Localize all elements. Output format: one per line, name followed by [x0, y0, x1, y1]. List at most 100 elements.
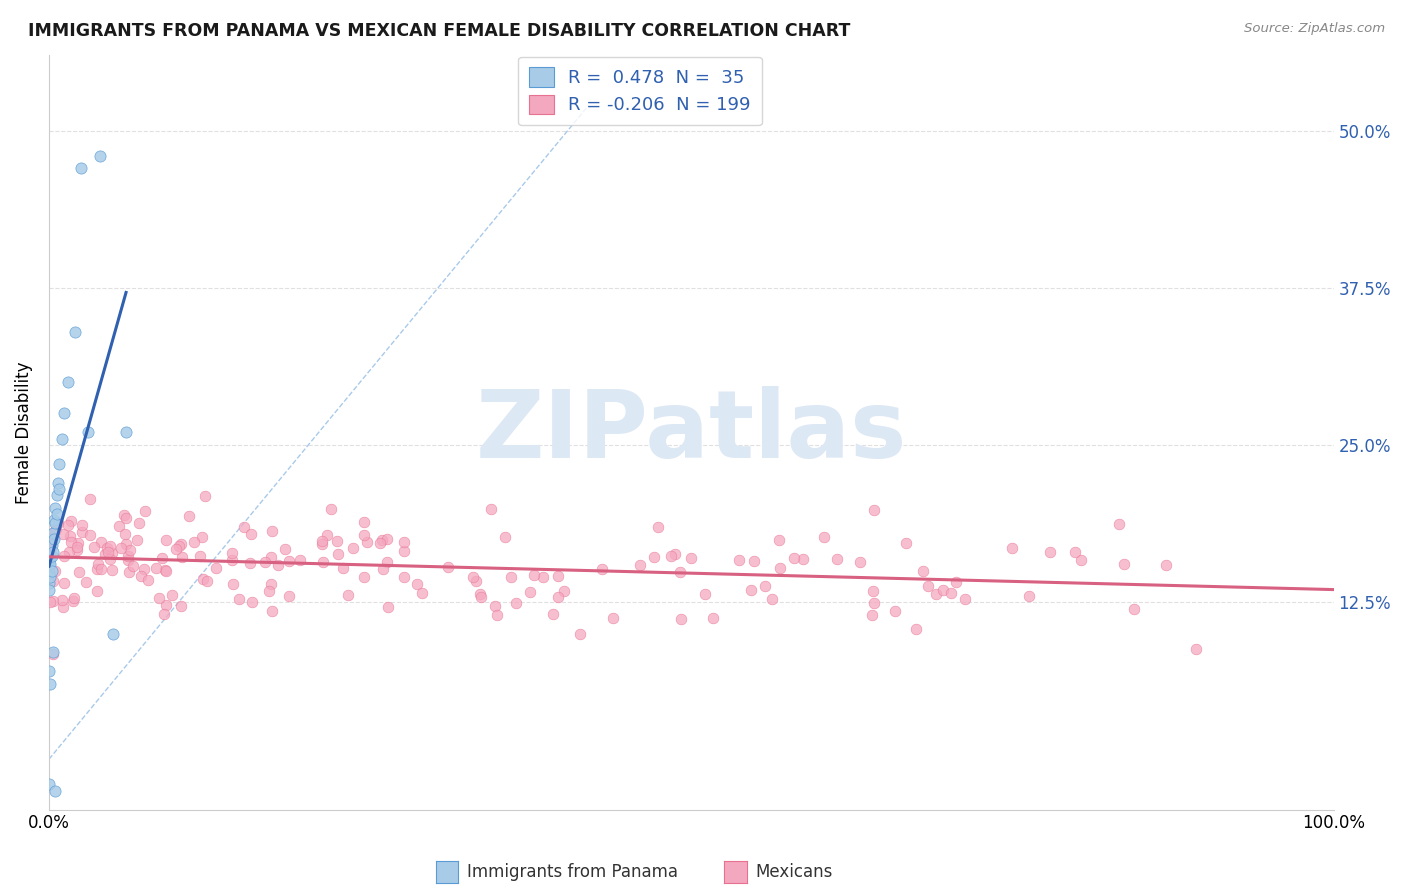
- Point: [353, 515, 375, 529]
- Point: [288, 553, 311, 567]
- Point: [165, 542, 187, 557]
- Point: [120, 543, 142, 558]
- Point: [83, 540, 105, 554]
- Point: [114, 526, 136, 541]
- Point: [90, 535, 112, 549]
- Point: [75, 575, 97, 590]
- Point: [44, 500, 66, 515]
- Point: [127, 533, 149, 547]
- Point: [262, 604, 284, 618]
- Point: [925, 587, 948, 601]
- Point: [38, 532, 60, 546]
- Point: [63, 591, 86, 606]
- Point: [117, 553, 139, 567]
- Point: [48, 457, 70, 471]
- Point: [53, 407, 76, 421]
- Point: [862, 584, 884, 599]
- Point: [205, 560, 228, 574]
- Point: [321, 502, 343, 516]
- Point: [39, 570, 62, 584]
- Point: [239, 557, 262, 571]
- Point: [860, 608, 883, 623]
- Point: [118, 565, 141, 579]
- Point: [45, 522, 67, 536]
- Point: [277, 554, 299, 568]
- Point: [547, 569, 569, 583]
- Text: Immigrants from Panama: Immigrants from Panama: [467, 863, 678, 881]
- Point: [87, 557, 110, 571]
- Point: [42, 545, 65, 559]
- Point: [479, 502, 502, 516]
- Point: [41, 549, 63, 563]
- Point: [1154, 558, 1177, 572]
- Point: [39, 551, 62, 566]
- Point: [792, 552, 814, 566]
- Point: [602, 611, 624, 625]
- Point: [39, 545, 62, 559]
- Point: [505, 596, 527, 610]
- Point: [470, 587, 492, 601]
- Point: [311, 534, 333, 549]
- Point: [531, 570, 554, 584]
- Point: [221, 553, 243, 567]
- Point: [170, 537, 193, 551]
- Point: [51, 593, 73, 607]
- Point: [883, 604, 905, 618]
- Point: [195, 574, 218, 588]
- Point: [67, 566, 90, 580]
- Point: [62, 594, 84, 608]
- Point: [38, 594, 60, 608]
- Point: [232, 519, 254, 533]
- Point: [1070, 552, 1092, 566]
- Point: [38, 543, 60, 558]
- Point: [56, 518, 79, 533]
- Point: [39, 533, 62, 548]
- Point: [183, 534, 205, 549]
- Point: [45, 507, 67, 521]
- Point: [1108, 516, 1130, 531]
- Point: [41, 539, 63, 553]
- Point: [326, 534, 349, 549]
- Point: [894, 536, 917, 550]
- Point: [371, 533, 394, 547]
- Text: ZIPatlas: ZIPatlas: [475, 386, 907, 478]
- Point: [46, 475, 69, 490]
- Point: [664, 547, 686, 561]
- Point: [377, 599, 399, 614]
- Point: [42, 645, 65, 659]
- Point: [103, 626, 125, 640]
- Point: [754, 579, 776, 593]
- Point: [769, 561, 792, 575]
- Point: [569, 627, 592, 641]
- Point: [97, 545, 120, 559]
- Point: [392, 535, 415, 549]
- Point: [375, 533, 398, 547]
- Point: [170, 550, 193, 565]
- Point: [46, 516, 69, 530]
- Point: [179, 508, 201, 523]
- Point: [681, 550, 703, 565]
- Point: [312, 555, 335, 569]
- Point: [63, 325, 86, 339]
- Point: [115, 425, 138, 440]
- Point: [702, 611, 724, 625]
- Point: [316, 527, 339, 541]
- Point: [1112, 558, 1135, 572]
- Point: [813, 530, 835, 544]
- Point: [112, 508, 135, 522]
- Point: [48, 482, 70, 496]
- Point: [39, 558, 62, 572]
- Point: [945, 574, 967, 589]
- Point: [44, 516, 66, 530]
- Point: [668, 565, 690, 579]
- Point: [39, 677, 62, 691]
- Point: [463, 570, 485, 584]
- Point: [953, 592, 976, 607]
- Point: [267, 558, 290, 572]
- Point: [38, 582, 60, 597]
- Point: [162, 588, 184, 602]
- Point: [152, 550, 174, 565]
- Point: [58, 375, 80, 389]
- Point: [274, 541, 297, 556]
- Point: [647, 519, 669, 533]
